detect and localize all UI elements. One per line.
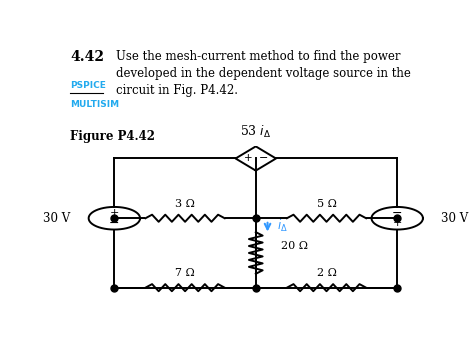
Text: 2 Ω: 2 Ω — [317, 268, 337, 278]
Text: 30 V: 30 V — [43, 212, 70, 225]
Text: Use the mesh-current method to find the power
developed in the dependent voltage: Use the mesh-current method to find the … — [116, 50, 411, 97]
Text: 20 Ω: 20 Ω — [282, 241, 309, 252]
Text: 3 Ω: 3 Ω — [175, 199, 195, 208]
Text: −: − — [109, 216, 119, 229]
Text: +: + — [109, 208, 119, 218]
Text: 5 Ω: 5 Ω — [317, 199, 337, 208]
Text: MULTISIM: MULTISIM — [70, 100, 119, 109]
Text: PSPICE: PSPICE — [70, 81, 106, 90]
Text: 4.42: 4.42 — [70, 50, 104, 64]
Text: −: − — [259, 154, 268, 164]
Text: 30 V: 30 V — [441, 212, 468, 225]
Text: −: − — [392, 207, 402, 220]
Text: Figure P4.42: Figure P4.42 — [70, 130, 155, 143]
Text: +: + — [244, 154, 253, 164]
Text: 7 Ω: 7 Ω — [175, 268, 195, 278]
Text: 53 $i_\Delta$: 53 $i_\Delta$ — [240, 124, 272, 140]
Text: $i_\Delta$: $i_\Delta$ — [277, 217, 288, 234]
Text: +: + — [392, 218, 402, 228]
